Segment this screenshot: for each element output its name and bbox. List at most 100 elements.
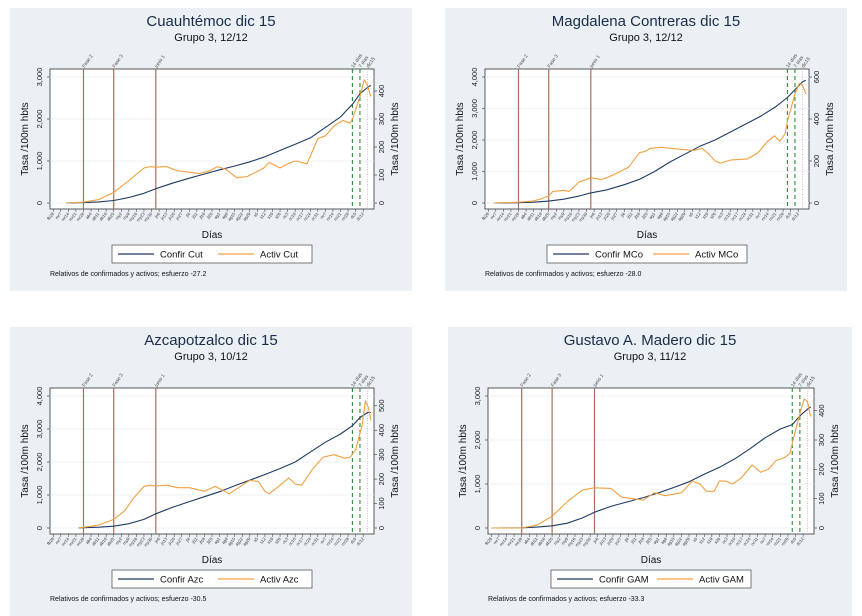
event-label: Fase 2 (81, 53, 95, 69)
x-tick-label: my30 (578, 211, 589, 223)
chart-svg: Gustavo A. Madero dic 15 Grupo 3, 11/12 0 1… (458, 332, 841, 603)
x-tick-label: my2 (114, 211, 123, 221)
legend-label: Activ GAM (699, 575, 744, 586)
y-tick-label-left: 0 (35, 526, 44, 530)
x-tick-label: ag15 (662, 211, 672, 222)
y-tick-label-right: 0 (377, 201, 386, 205)
y-tick-label-left: 0 (473, 526, 482, 530)
x-tick-label: ab25 (544, 536, 554, 547)
y-tick-label-right: 200 (377, 141, 386, 154)
x-tick-label: s19 (266, 536, 275, 545)
x-tick-label: my23 (135, 536, 146, 548)
x-tick-label: fb29 (46, 211, 56, 221)
x-tick-label: my30 (143, 211, 154, 223)
event-label: dic15 (805, 375, 817, 388)
x-tick-label: my30 (143, 536, 154, 548)
x-tick-label: jl25 (644, 536, 653, 545)
chart-title: Cuauhtémoc dic 15 (146, 13, 275, 30)
x-tick-label: s19 (701, 211, 710, 220)
x-tick-label: jn13 (594, 211, 604, 222)
x-tick-label: jn20 (166, 536, 176, 547)
y-tick-label-right: 500 (377, 400, 386, 413)
x-tick-label: mr21 (68, 211, 78, 222)
x-tick-label: s12 (259, 211, 268, 220)
x-tick-label: ag29 (677, 211, 687, 222)
x-tick-label: my2 (553, 536, 562, 546)
x-tick-label: oc3 (281, 536, 290, 545)
chart-title: Gustavo A. Madero dic 15 (564, 332, 737, 349)
x-axis-label: Días (641, 555, 662, 566)
x-tick-label: jl4 (184, 536, 192, 544)
x-tick-label: mr21 (506, 536, 516, 547)
legend-box (550, 569, 752, 589)
x-tick-label: jl4 (184, 211, 192, 219)
x-tick-label: nv28 (340, 211, 350, 222)
x-tick-label: jl18 (198, 211, 207, 220)
x-tick-label: ab11 (526, 211, 536, 222)
y-tick-label-right: 600 (812, 71, 821, 84)
x-tick-label: my30 (581, 536, 592, 548)
x-tick-label: ab25 (106, 536, 116, 547)
x-tick-label: dc5 (349, 211, 358, 220)
y-tick-label-right: 400 (377, 424, 386, 437)
x-tick-label: fb29 (484, 536, 494, 546)
y-tick-label-left: 0 (35, 201, 44, 205)
legend-label: Confir Cut (160, 250, 203, 261)
x-tick-label: fb29 (481, 211, 491, 221)
y-tick-label-left: 3,000 (35, 420, 44, 439)
x-tick-label: jl18 (636, 536, 645, 545)
y-axis-label-left: Tasa /100m hbts (20, 424, 31, 497)
event-label: dic15 (365, 375, 377, 388)
x-tick-label: mr7 (54, 536, 63, 545)
x-tick-label: s5 (252, 536, 259, 543)
x-tick-label: mr28 (75, 536, 85, 547)
x-tick-label: s19 (266, 211, 275, 220)
x-tick-label: oc17 (295, 211, 305, 222)
x-tick-label: ab4 (84, 211, 93, 220)
x-tick-label: s5 (252, 211, 259, 218)
y-tick-label-right: 200 (377, 473, 386, 486)
x-tick-label: my9 (122, 536, 131, 546)
x-tick-label: mr7 (54, 211, 63, 220)
x-tick-label: nv7 (319, 211, 328, 220)
y-tick-label-left: 3,000 (470, 99, 479, 118)
y-tick-label-right: 400 (812, 113, 821, 126)
x-tick-label: s12 (259, 536, 268, 545)
y-tick-label-right: 400 (817, 404, 826, 417)
x-axis-label: Días (202, 555, 223, 566)
x-tick-label: oc24 (742, 536, 752, 547)
x-tick-label: ab25 (106, 211, 116, 222)
legend-box (111, 244, 313, 264)
event-label: Fase 2 (519, 372, 533, 388)
chart-svg: Magdalena Contreras dic 15 Grupo 3, 12/12… (455, 13, 836, 278)
y-tick-label-left: 3,000 (35, 68, 44, 87)
x-tick-label: jl18 (198, 536, 207, 545)
x-tick-label: ab4 (519, 211, 528, 220)
x-tick-label: ab18 (533, 211, 543, 222)
legend-label: Confir Azc (160, 575, 204, 586)
x-tick-label: jn6 (588, 211, 596, 220)
x-tick-label: my2 (549, 211, 558, 221)
y-tick-label-left: 1,000 (473, 475, 482, 494)
x-tick-label: my16 (128, 536, 139, 548)
x-tick-label: ag29 (242, 211, 252, 222)
chart-note: Relativos de confirmados y activos; esfu… (50, 596, 207, 603)
chart-title: Magdalena Contreras dic 15 (552, 13, 740, 30)
y-tick-label-left: 1,000 (470, 162, 479, 181)
x-tick-label: my9 (557, 211, 566, 221)
x-tick-label: s26 (713, 536, 722, 545)
x-tick-label: dc12 (795, 536, 805, 547)
x-tick-label: mr14 (498, 536, 508, 547)
chart-panel-magdalena-contreras: Magdalena Contreras dic 15 Grupo 3, 12/12… (445, 8, 847, 291)
x-tick-label: s26 (274, 536, 283, 545)
x-tick-label: oc24 (302, 211, 312, 222)
chart-panel-azcapotzalco: Azcapotzalco dic 15 Grupo 3, 10/12 0 1,000 2… (10, 327, 412, 616)
plot-area (49, 387, 375, 535)
x-tick-label: ag15 (666, 536, 676, 547)
x-tick-label: my16 (128, 211, 139, 223)
y-axis-label-left: Tasa /100m hbts (455, 102, 466, 175)
x-tick-label: ag29 (681, 536, 691, 547)
chart-panel-cuauhtemoc: Cuauhtémoc dic 15 Grupo 3, 12/12 0 1,000 2,0… (10, 8, 412, 291)
x-tick-label: jn20 (605, 536, 615, 547)
legend-label: Activ Azc (260, 575, 299, 586)
